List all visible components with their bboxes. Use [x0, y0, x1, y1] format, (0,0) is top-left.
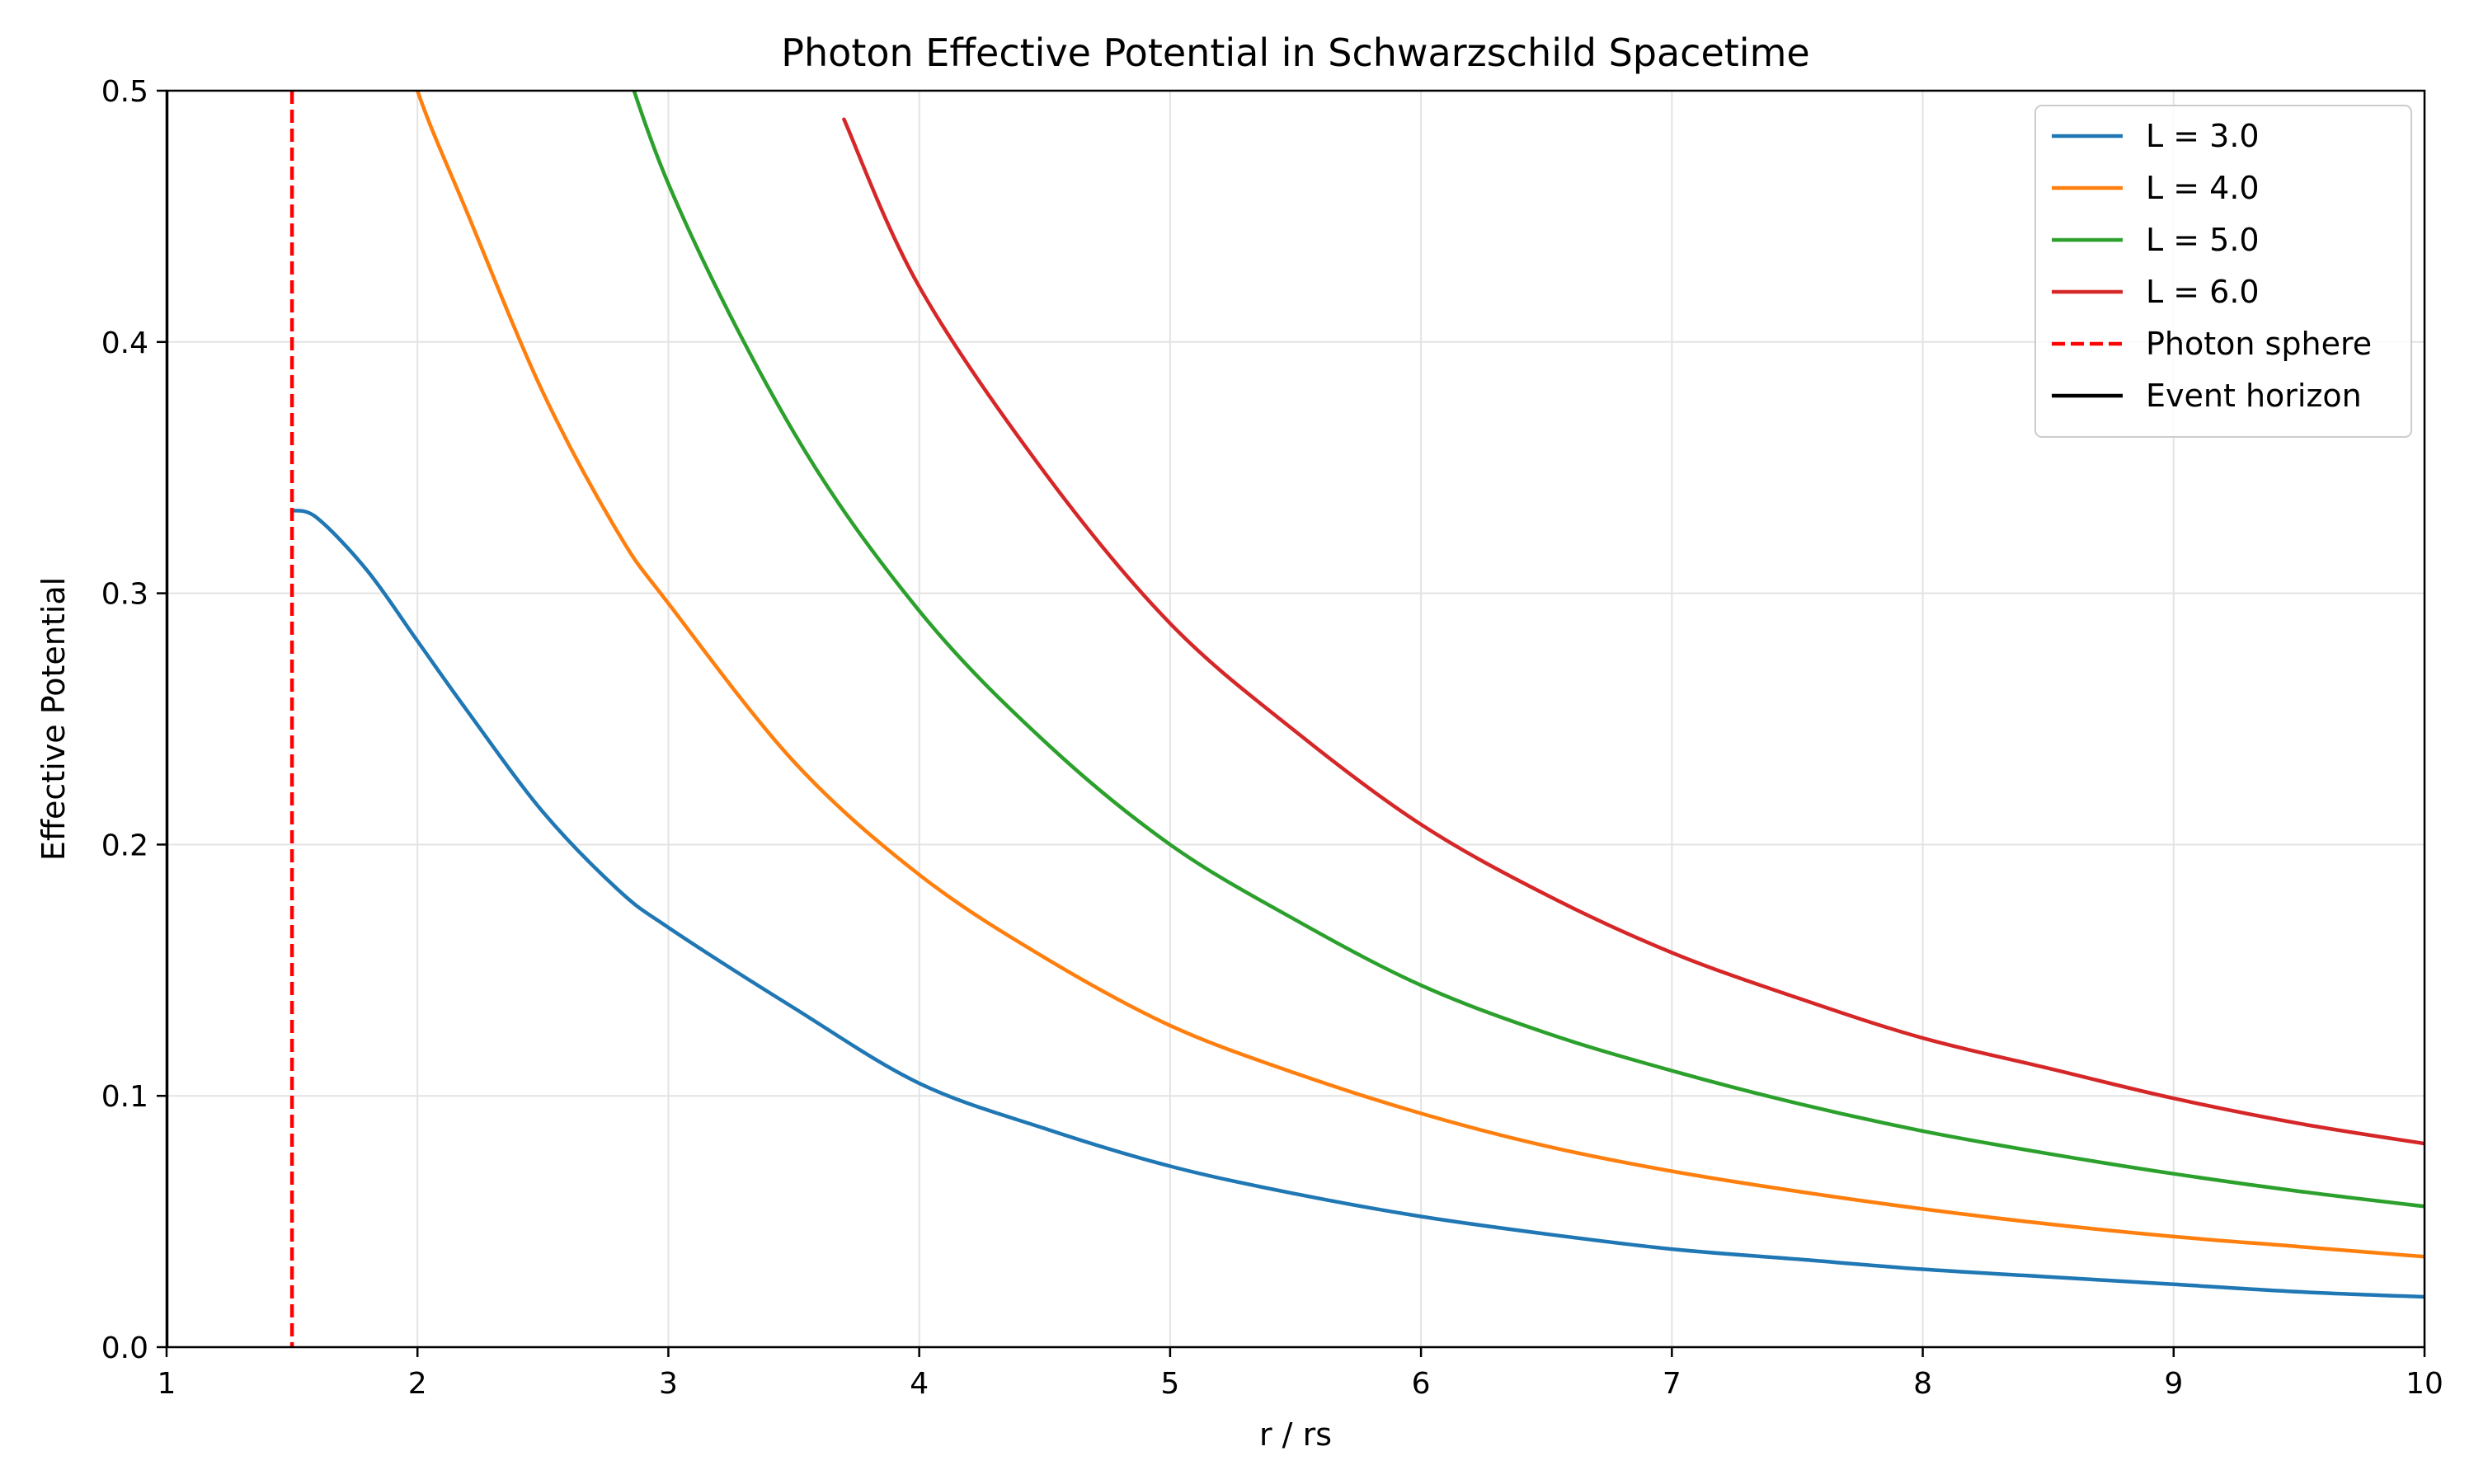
tick-layer: 1 2 3 4 5 6 7 8 9 10 0.0 0.1 0.2 0.3 0.4 0.5 — [101, 75, 2443, 1401]
x-tick-label: 3 — [659, 1367, 678, 1401]
x-tick-label: 5 — [1160, 1367, 1179, 1401]
x-tick-label: 10 — [2406, 1367, 2443, 1401]
x-tick-label: 6 — [1412, 1367, 1431, 1401]
legend-label: Photon sphere — [2146, 326, 2372, 362]
legend: L = 3.0 L = 4.0 L = 5.0 L = 6.0 Photon spher… — [2034, 105, 2412, 438]
x-axis-label: r / rs — [1259, 1416, 1332, 1453]
legend-label: Event horizon — [2146, 378, 2362, 414]
y-tick-label: 0.4 — [101, 326, 148, 360]
plot-frame — [165, 89, 2426, 1349]
series-line-1 — [289, 508, 2425, 1299]
y-tick-label: 0.3 — [101, 578, 148, 612]
legend-label: L = 4.0 — [2146, 170, 2260, 206]
legend-box — [2034, 105, 2412, 438]
y-tick-label: 0.0 — [101, 1331, 148, 1365]
series-line-2 — [415, 91, 2425, 1259]
x-tick-label: 4 — [910, 1367, 929, 1401]
x-tick-label: 8 — [1913, 1367, 1932, 1401]
y-tick-label: 0.1 — [101, 1080, 148, 1114]
legend-label: L = 6.0 — [2146, 274, 2260, 310]
y-tick-label: 0.2 — [101, 829, 148, 862]
series-line-3 — [632, 91, 2425, 1209]
x-tick-label: 9 — [2164, 1367, 2183, 1401]
legend-label: L = 3.0 — [2146, 118, 2260, 154]
y-tick-label: 0.5 — [101, 75, 148, 109]
legend-label: L = 5.0 — [2146, 222, 2260, 258]
y-axis-label: Effective Potential — [35, 577, 72, 861]
chart-title: Photon Effective Potential in Schwarzsch… — [781, 31, 1809, 75]
series-line-4 — [842, 117, 2425, 1146]
plot-area — [167, 91, 2425, 1347]
x-tick-label: 7 — [1663, 1367, 1681, 1401]
x-tick-label: 1 — [158, 1367, 176, 1401]
x-tick-label: 2 — [408, 1367, 427, 1401]
